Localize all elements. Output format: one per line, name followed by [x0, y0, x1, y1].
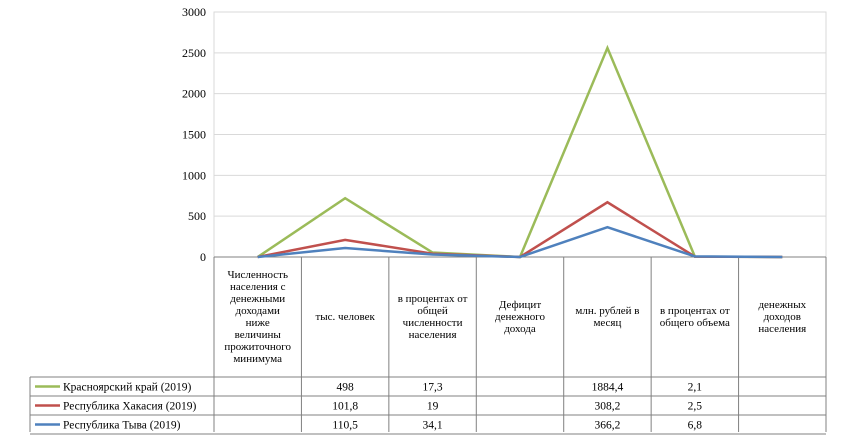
- data-table-cell: 2,1: [688, 382, 703, 394]
- data-table-cell: 19: [427, 401, 439, 413]
- y-tick-label: 1500: [182, 128, 206, 142]
- legend-label: Республика Тыва (2019): [63, 420, 181, 432]
- y-tick-label: 2500: [182, 46, 206, 60]
- y-tick-label: 3000: [182, 5, 206, 19]
- x-category-label: Дефицит денежного дохода: [495, 299, 545, 335]
- y-tick-label: 0: [200, 250, 206, 264]
- data-table-cell: 308,2: [594, 401, 620, 413]
- y-tick-label: 1000: [182, 168, 206, 182]
- data-table-cell: 110,5: [332, 420, 358, 432]
- legend-label: Красноярский край (2019): [63, 382, 192, 394]
- data-table-cell: 17,3: [423, 382, 443, 394]
- x-category-label: в процентах от общей численности населения: [398, 293, 468, 341]
- x-category-label: Численность населения с денежными доходами н…: [224, 269, 291, 365]
- data-table-cell: 6,8: [688, 420, 703, 432]
- data-table-cell: 34,1: [423, 420, 443, 432]
- data-table-cell: 366,2: [594, 420, 620, 432]
- y-tick-label: 500: [188, 209, 206, 223]
- data-table-cell: 2,5: [688, 401, 703, 413]
- series-line-3: [257, 225, 783, 259]
- legend-label: Республика Хакасия (2019): [63, 401, 197, 413]
- data-table-cell: 101,8: [332, 401, 358, 413]
- x-category-label: тыс. человек: [315, 311, 375, 323]
- x-category-label: в процентах от общего объема: [660, 305, 730, 329]
- series-line-1: [257, 44, 783, 259]
- x-category-label: денежных доходов населения: [758, 299, 806, 335]
- y-tick-label: 2000: [182, 87, 206, 101]
- data-table-cell: 1884,4: [592, 382, 624, 394]
- x-category-label: млн. рублей в месяц: [575, 305, 639, 329]
- data-table-cell: 498: [337, 382, 355, 394]
